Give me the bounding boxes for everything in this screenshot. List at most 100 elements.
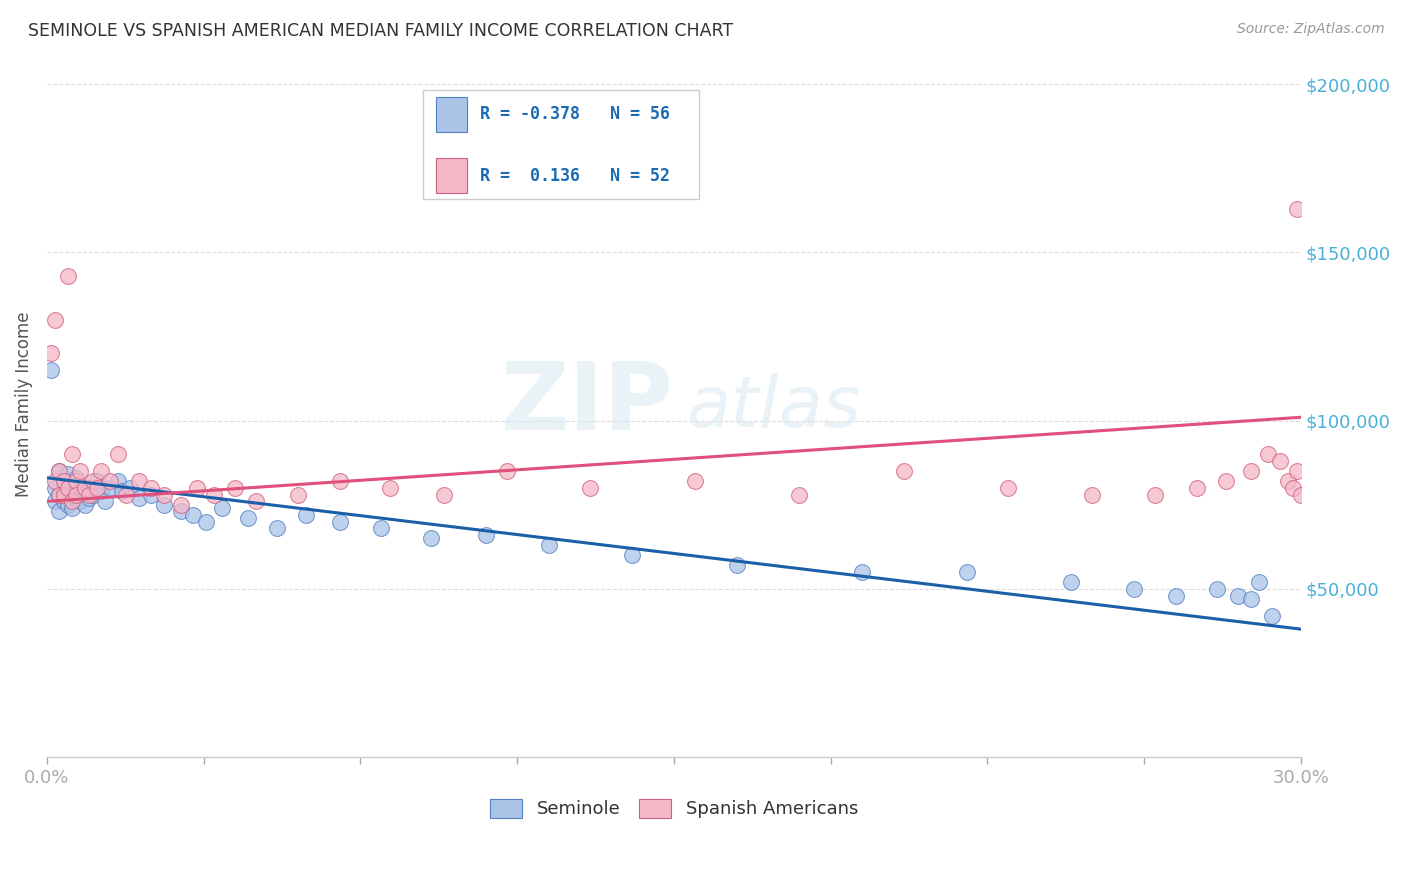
Point <box>39 346 62 360</box>
Point <box>65 471 87 485</box>
Point <box>48 488 70 502</box>
FancyBboxPatch shape <box>423 89 699 199</box>
Point <box>1206 582 1229 596</box>
Point <box>169 498 191 512</box>
Point <box>73 481 96 495</box>
Point <box>60 447 83 461</box>
Point <box>1261 608 1284 623</box>
Point <box>60 494 83 508</box>
Point <box>52 474 75 488</box>
Point <box>537 538 560 552</box>
Point <box>789 488 811 502</box>
Point <box>69 464 91 478</box>
Point <box>495 464 517 478</box>
Point <box>107 447 129 461</box>
Point <box>115 488 138 502</box>
Point <box>236 511 259 525</box>
Point <box>725 558 748 573</box>
Point <box>90 464 112 478</box>
Point <box>44 494 66 508</box>
Point <box>194 515 217 529</box>
Point <box>65 474 87 488</box>
Point <box>683 474 706 488</box>
Point <box>1249 575 1271 590</box>
Point <box>1185 481 1208 495</box>
Point <box>56 481 79 495</box>
Point <box>153 498 176 512</box>
Text: ZIP: ZIP <box>501 358 673 450</box>
Point <box>1281 481 1303 495</box>
Text: R = -0.378   N = 56: R = -0.378 N = 56 <box>479 105 669 123</box>
Text: Source: ZipAtlas.com: Source: ZipAtlas.com <box>1237 22 1385 37</box>
Point <box>82 488 104 502</box>
Point <box>153 488 176 502</box>
Point <box>433 488 456 502</box>
Point <box>1285 202 1308 216</box>
FancyBboxPatch shape <box>436 96 467 132</box>
Point <box>224 481 246 495</box>
Point <box>120 481 142 495</box>
Point <box>111 484 134 499</box>
Text: atlas: atlas <box>686 373 860 442</box>
Point <box>39 363 62 377</box>
Point <box>1081 488 1104 502</box>
Point <box>893 464 915 478</box>
Point <box>1227 589 1250 603</box>
Point <box>1164 589 1187 603</box>
Point <box>181 508 204 522</box>
Point <box>1240 464 1263 478</box>
Point <box>186 481 208 495</box>
Point <box>287 488 309 502</box>
Point <box>98 481 121 495</box>
Point <box>44 481 66 495</box>
Point <box>52 494 75 508</box>
Point <box>52 488 75 502</box>
Point <box>378 481 401 495</box>
Point <box>141 481 163 495</box>
Point <box>245 494 267 508</box>
Point <box>48 488 70 502</box>
Point <box>48 464 70 478</box>
Point <box>266 521 288 535</box>
Y-axis label: Median Family Income: Median Family Income <box>15 311 32 497</box>
Point <box>69 484 91 499</box>
Point <box>48 504 70 518</box>
Point <box>48 464 70 478</box>
Point <box>52 484 75 499</box>
Point <box>73 498 96 512</box>
Point <box>1143 488 1166 502</box>
Point <box>52 474 75 488</box>
Point <box>77 488 100 502</box>
Point <box>82 474 104 488</box>
Point <box>295 508 318 522</box>
Point <box>1277 474 1299 488</box>
Point <box>370 521 392 535</box>
Text: R =  0.136   N = 52: R = 0.136 N = 52 <box>479 167 669 185</box>
Point <box>1240 591 1263 606</box>
Point <box>56 481 79 495</box>
Point <box>56 498 79 512</box>
Point <box>1268 454 1291 468</box>
Text: SEMINOLE VS SPANISH AMERICAN MEDIAN FAMILY INCOME CORRELATION CHART: SEMINOLE VS SPANISH AMERICAN MEDIAN FAMI… <box>28 22 734 40</box>
Point <box>1289 488 1312 502</box>
Point <box>211 501 233 516</box>
Point <box>202 488 225 502</box>
Point <box>1215 474 1237 488</box>
Point <box>90 484 112 499</box>
Point <box>128 474 150 488</box>
Point <box>60 488 83 502</box>
Point <box>475 528 498 542</box>
Point <box>1122 582 1144 596</box>
Point <box>60 501 83 516</box>
Point <box>128 491 150 505</box>
Point <box>56 467 79 482</box>
Point <box>1285 464 1308 478</box>
Point <box>420 532 443 546</box>
Point <box>44 474 66 488</box>
Point <box>1257 447 1279 461</box>
Point <box>77 481 100 495</box>
Legend: Seminole, Spanish Americans: Seminole, Spanish Americans <box>482 792 865 826</box>
Point <box>94 494 117 508</box>
Point <box>1060 575 1083 590</box>
Point <box>955 565 977 579</box>
